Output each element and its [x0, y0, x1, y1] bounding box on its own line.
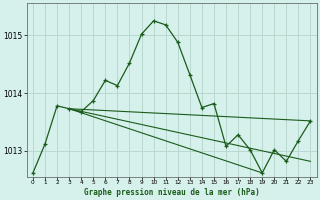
X-axis label: Graphe pression niveau de la mer (hPa): Graphe pression niveau de la mer (hPa)	[84, 188, 260, 197]
